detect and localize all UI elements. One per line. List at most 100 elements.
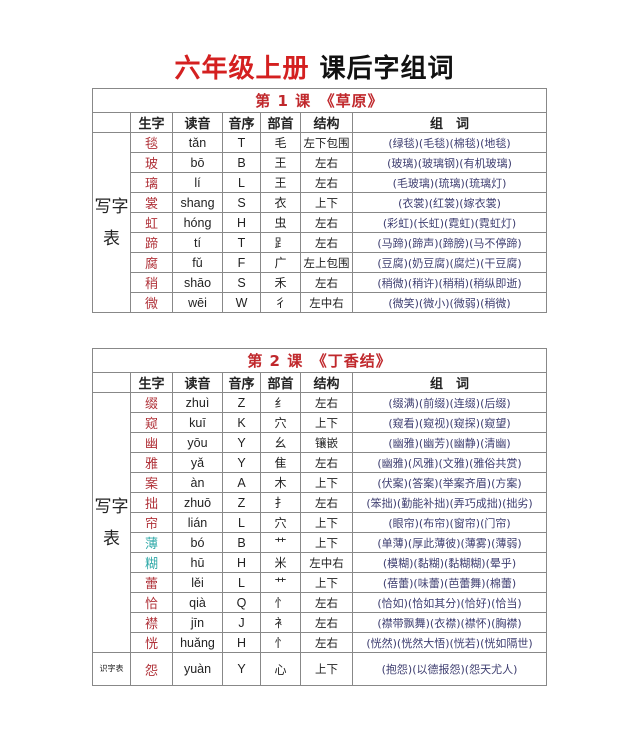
new-character: 恰 xyxy=(130,592,173,613)
word-groups: (幽雅)(风雅)(文雅)(雅俗共赏) xyxy=(351,452,548,473)
radical: 禾 xyxy=(260,272,301,293)
initial-letter: S xyxy=(222,272,261,293)
initial-letter: Q xyxy=(222,592,261,613)
word-groups: (恰如)(恰如其分)(恰好)(恰当) xyxy=(351,592,548,613)
initial-letter: T xyxy=(222,232,261,253)
word-groups: (缀满)(前缀)(连缀)(后缀) xyxy=(351,392,548,413)
new-character: 怨 xyxy=(130,652,173,686)
new-character: 玻 xyxy=(130,152,173,173)
column-header: 部首 xyxy=(260,112,301,133)
structure: 左中右 xyxy=(300,292,353,313)
pinyin: bó xyxy=(172,532,223,553)
word-groups: (毛玻璃)(琉璃)(琉璃灯) xyxy=(352,172,547,193)
table-row: 玻 bō B 王左右 (玻璃)(玻璃钢)(有机玻璃) xyxy=(93,152,547,173)
radical: ⻊ xyxy=(260,232,301,253)
column-header: 组 词 xyxy=(352,112,547,133)
table-row: 蹄 tí T ⻊左右 (马蹄)(蹄声)(蹄膀)(马不停蹄) xyxy=(93,232,547,253)
word-groups: (马蹄)(蹄声)(蹄膀)(马不停蹄) xyxy=(352,232,547,253)
table-row: 拙 zhuō Z 扌左右 (笨拙)(勤能补拙)(弄巧成拙)(拙劣) xyxy=(93,492,548,513)
new-character: 拙 xyxy=(130,492,173,513)
structure: 左右 xyxy=(300,592,353,613)
pinyin: kuī xyxy=(172,412,223,433)
pinyin: shang xyxy=(172,192,223,213)
initial-letter: A xyxy=(222,472,261,493)
word-groups: (蓓蕾)(味蕾)(芭蕾舞)(棉蕾) xyxy=(351,572,548,593)
pinyin: lí xyxy=(172,172,223,193)
header-blank xyxy=(92,372,131,393)
pinyin: zhuì xyxy=(172,392,223,413)
radical: 扌 xyxy=(260,492,301,513)
new-character: 案 xyxy=(130,472,173,493)
initial-letter: L xyxy=(222,512,261,533)
table-row: 写字表缀 zhuì Z 纟左右 (缀满)(前缀)(连缀)(后缀) xyxy=(92,392,548,653)
structure: 左右 xyxy=(300,232,353,253)
initial-letter: F xyxy=(222,252,261,273)
initial-letter: Y xyxy=(222,452,261,473)
initial-letter: K xyxy=(222,412,261,433)
structure: 上下 xyxy=(300,532,353,553)
initial-letter: B xyxy=(222,532,261,553)
radical: 忄 xyxy=(260,592,301,613)
word-groups: (笨拙)(勤能补拙)(弄巧成拙)(拙劣) xyxy=(351,492,548,513)
pinyin: hóng xyxy=(172,212,223,233)
new-character: 雅 xyxy=(130,452,173,473)
radical: 衣 xyxy=(260,192,301,213)
table-row: 裳 shang S 衣上下 (衣裳)(红裳)(嫁衣裳) xyxy=(93,192,547,213)
structure: 左右 xyxy=(300,152,353,173)
pinyin: yǎ xyxy=(172,452,223,473)
table-row: 腐 fǔ F 广左上包围 (豆腐)(奶豆腐)(腐烂)(干豆腐) xyxy=(93,252,547,273)
new-character: 幽 xyxy=(130,432,173,453)
word-groups: (窥看)(窥视)(窥探)(窥望) xyxy=(351,412,548,433)
radical: 艹 xyxy=(260,572,301,593)
structure: 上下 xyxy=(300,512,353,533)
page-title: 六年级上册 课后字组词 xyxy=(0,48,629,85)
radical: 幺 xyxy=(260,432,301,453)
word-groups: (豆腐)(奶豆腐)(腐烂)(干豆腐) xyxy=(352,252,547,273)
radical: 彳 xyxy=(260,292,301,313)
pinyin: jīn xyxy=(172,612,223,633)
new-character: 恍 xyxy=(130,632,173,653)
column-header: 结构 xyxy=(300,372,353,393)
structure: 上下 xyxy=(300,572,353,593)
initial-letter: H xyxy=(222,632,261,653)
initial-letter: H xyxy=(222,212,261,233)
radical: 心 xyxy=(260,652,301,686)
table-row: 幽 yōu Y 幺镶嵌 (幽雅)(幽芳)(幽静)(清幽) xyxy=(93,432,548,453)
column-header: 组 词 xyxy=(351,372,548,393)
title-grade: 六年级上册 xyxy=(174,54,310,84)
row-group-label: 识字表 xyxy=(92,652,131,686)
radical: 王 xyxy=(260,172,301,193)
table-row: 恍 huǎng H 忄左右 (恍然)(恍然大悟)(恍若)(恍如隔世) xyxy=(93,632,548,653)
pinyin: lěi xyxy=(172,572,223,593)
row-group-label: 写字表 xyxy=(92,132,131,313)
pinyin: wēi xyxy=(172,292,223,313)
radical: 艹 xyxy=(260,532,301,553)
radical: 衤 xyxy=(260,612,301,633)
pinyin: fǔ xyxy=(172,252,223,273)
word-groups: (襟带飘舞)(衣襟)(襟怀)(胸襟) xyxy=(351,612,548,633)
lesson-heading: 第 1 课 《草原》 xyxy=(92,88,547,113)
new-character: 毯 xyxy=(130,132,173,153)
word-groups: (绿毯)(毛毯)(棉毯)(地毯) xyxy=(352,132,547,153)
lesson-2-table: 第 2 课 《丁香结》 生字 读音 音序 部首 结构组 词写字表缀 zhuì Z 纟左右 (缀满)… xyxy=(91,348,548,686)
radical: 广 xyxy=(260,252,301,273)
initial-letter: T xyxy=(222,132,261,153)
header-blank xyxy=(92,112,131,133)
radical: 米 xyxy=(260,552,301,573)
initial-letter: B xyxy=(222,152,261,173)
new-character: 窥 xyxy=(130,412,173,433)
radical: 木 xyxy=(260,472,301,493)
pinyin: àn xyxy=(172,472,223,493)
initial-letter: L xyxy=(222,172,261,193)
column-header: 部首 xyxy=(260,372,301,393)
new-character: 糊 xyxy=(130,552,173,573)
column-header: 读音 xyxy=(172,112,223,133)
column-header: 读音 xyxy=(172,372,223,393)
new-character: 缀 xyxy=(130,392,173,413)
new-character: 虹 xyxy=(130,212,173,233)
table-row: 识字表怨 yuàn Y 心上下 (抱怨)(以德报怨)(怨天尤人) xyxy=(92,652,548,686)
structure: 左右 xyxy=(300,392,353,413)
pinyin: zhuō xyxy=(172,492,223,513)
new-character: 襟 xyxy=(130,612,173,633)
table-row: 蕾 lěi L 艹上下 (蓓蕾)(味蕾)(芭蕾舞)(棉蕾) xyxy=(93,572,548,593)
